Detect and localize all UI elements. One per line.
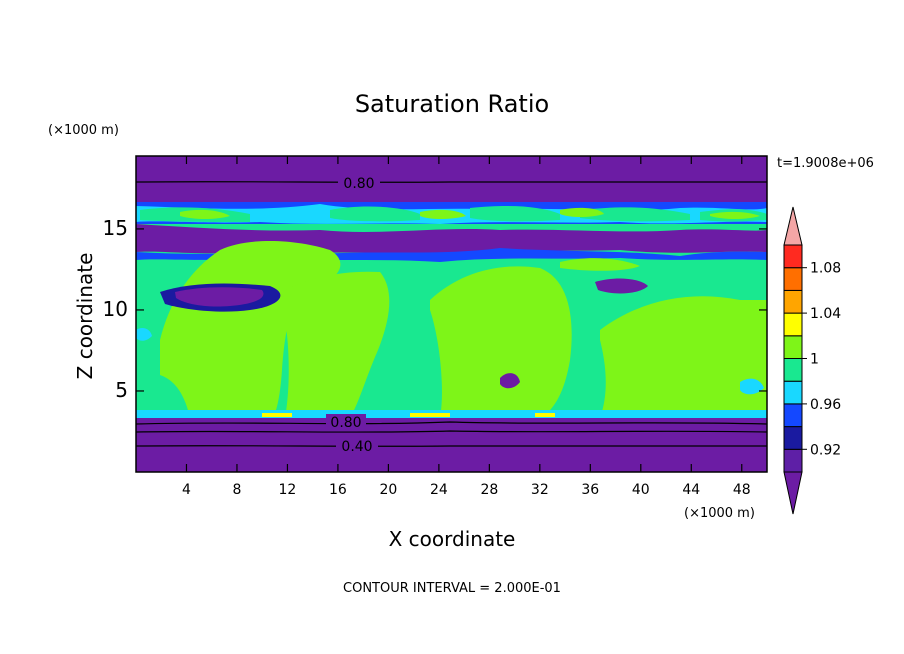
contour-label-0.40: 0.40	[341, 439, 372, 455]
contour-0.40-bottom	[136, 445, 767, 447]
y-tick-label: 5	[115, 378, 128, 402]
colorbar-swatch	[783, 403, 803, 428]
field-base-moist-fringe	[136, 410, 767, 418]
x-tick-label: 40	[632, 482, 650, 498]
colorbar-tick-label: 0.92	[810, 442, 841, 458]
field-bottom-dry-band	[136, 418, 767, 472]
x-unit-label: (×1000 m)	[684, 506, 755, 521]
x-tick-label: 24	[430, 482, 448, 498]
x-tick-label: 8	[232, 482, 241, 498]
x-tick-label: 32	[531, 482, 549, 498]
colorbar-swatch	[783, 448, 803, 473]
field-top-dry-band	[136, 156, 767, 202]
x-tick-label: 48	[733, 482, 751, 498]
contour-label-bottom-0.80: 0.80	[330, 415, 361, 431]
contour-interval-footer: CONTOUR INTERVAL = 2.000E-01	[343, 581, 561, 596]
contour-label-bg-2	[326, 414, 366, 428]
y-tick-label: 10	[103, 297, 128, 321]
x-tick-label: 4	[182, 482, 191, 498]
time-label: t=1.9008e+06	[777, 156, 874, 171]
contour-label-top-0.80: 0.80	[343, 176, 374, 192]
x-axis-ticks: 4 8 12 16 20 24 28 32 36 40 44 48	[182, 156, 751, 498]
x-tick-label: 20	[379, 482, 397, 498]
x-tick-label: 36	[581, 482, 599, 498]
colorbar-tick-label: 1.08	[810, 261, 841, 277]
field-cyan-fringe-left	[136, 328, 152, 341]
field-lime-plume-center-left	[285, 271, 390, 418]
colorbar-tick-label: 0.96	[810, 397, 841, 413]
field-dry-streak-left-core	[175, 287, 264, 307]
contour-field	[136, 156, 767, 472]
plot-frame	[135, 155, 768, 473]
field-dry-streak-right	[595, 278, 648, 294]
field-dry-blob-center	[500, 373, 520, 389]
colorbar-swatch	[783, 358, 803, 382]
x-tick-label: 28	[480, 482, 498, 498]
x-tick-label: 44	[682, 482, 700, 498]
colorbar-swatch	[783, 267, 803, 291]
colorbar-tick-label: 1	[810, 352, 819, 368]
field-cyan-patch-right	[740, 378, 764, 395]
field-base-yellow-strip-1	[262, 413, 292, 417]
y-axis-label: Z coordinate	[73, 253, 97, 380]
colorbar-swatch	[783, 335, 803, 359]
y-tick-label: 15	[103, 216, 128, 240]
y-unit-label: (×1000 m)	[48, 123, 119, 138]
contour-0.60-bottom	[136, 430, 767, 433]
colorbar-over-triangle	[783, 206, 803, 246]
colorbar-swatch	[783, 312, 803, 337]
field-lime-patch-upper	[560, 258, 640, 271]
y-axis-ticks: 5 10 15	[103, 216, 767, 402]
field-lime-plume-center	[430, 266, 572, 418]
colorbar-under-triangle	[783, 471, 803, 515]
colorbar-tick-label: 1.04	[810, 306, 841, 322]
x-tick-label: 16	[329, 482, 347, 498]
colorbar-swatch	[783, 380, 803, 405]
field-base-yellow-strip-2	[410, 413, 450, 417]
x-tick-label: 12	[279, 482, 297, 498]
colorbar-swatch	[783, 289, 803, 314]
field-base-yellow-strip-3	[535, 413, 555, 417]
contour-label-bg-1	[338, 174, 380, 190]
colorbar-swatch	[783, 426, 803, 450]
contour-0.80-top	[136, 181, 767, 183]
chart-title: Saturation Ratio	[355, 90, 549, 118]
contour-0.80-bottom	[136, 421, 767, 425]
field-upper-green-patches	[140, 206, 767, 222]
field-lime-plume-right	[600, 296, 767, 418]
colorbar: 0.92 0.96 1 1.04 1.08	[783, 206, 841, 515]
contour-label-bg-3	[336, 438, 378, 454]
colorbar-swatch	[783, 244, 803, 269]
x-axis-label: X coordinate	[389, 527, 516, 551]
